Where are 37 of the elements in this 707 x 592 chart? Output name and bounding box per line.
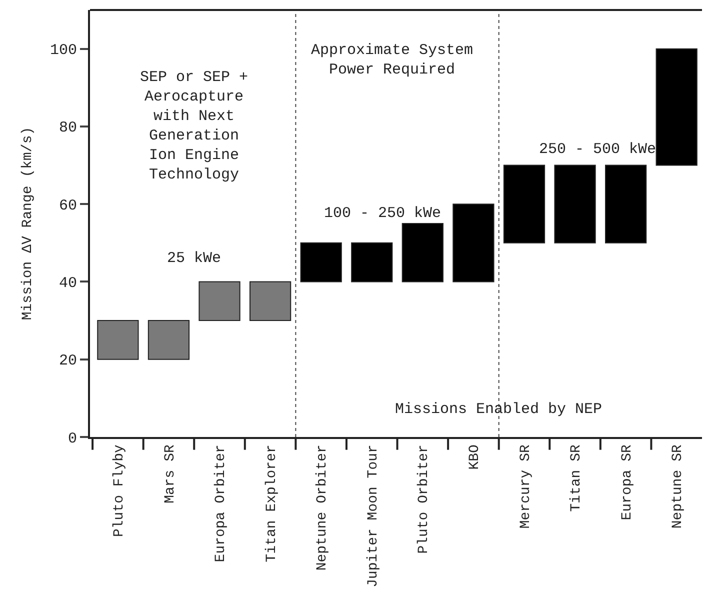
bar bbox=[198, 281, 240, 322]
annotation: Missions Enabled by NEP bbox=[395, 401, 602, 418]
y-tick-label: 0 bbox=[68, 430, 77, 448]
y-tick-label: 80 bbox=[58, 120, 77, 137]
annotation: 100 - 250 kWe bbox=[324, 205, 442, 222]
bar bbox=[503, 164, 546, 244]
bar bbox=[300, 242, 342, 282]
x-tick-label: Titan Explorer bbox=[264, 444, 280, 562]
bar bbox=[656, 48, 698, 166]
bar bbox=[148, 320, 190, 360]
annotation: SEP or SEP + Aerocapture with Next Generation Ion Engine Technology bbox=[140, 69, 248, 184]
y-tick-label: 20 bbox=[58, 352, 77, 370]
bar bbox=[605, 164, 647, 244]
bar bbox=[554, 164, 596, 244]
x-tick-label: Europa Orbiter bbox=[213, 444, 230, 562]
annotation: Approximate System Power Required bbox=[311, 42, 474, 78]
x-tick-label: Pluto Flyby bbox=[111, 444, 128, 538]
bar bbox=[249, 281, 292, 322]
y-tick-label: 100 bbox=[50, 42, 77, 60]
y-tick-label: 60 bbox=[58, 197, 77, 214]
bar bbox=[402, 223, 444, 282]
x-tick-label: Neptune Orbiter bbox=[314, 444, 331, 571]
x-tick-label: Neptune SR bbox=[670, 444, 686, 529]
annotation: 250 - 500 kWe bbox=[539, 141, 656, 158]
bar bbox=[452, 204, 494, 282]
y-axis-title: Mission ΔV Range (km/s) bbox=[20, 126, 36, 320]
x-tick-label: Europa SR bbox=[619, 444, 636, 520]
y-tick-label: 40 bbox=[58, 274, 77, 292]
x-tick-label: Jupiter Moon Tour bbox=[365, 444, 382, 588]
x-tick-label: Mars SR bbox=[162, 444, 178, 504]
x-tick-label: Mercury SR bbox=[518, 444, 534, 529]
annotation: 25 kWe bbox=[167, 250, 222, 267]
bar bbox=[351, 242, 393, 282]
bar bbox=[97, 320, 139, 360]
x-tick-label: Titan SR bbox=[568, 444, 585, 512]
x-tick-label: KBO bbox=[467, 444, 483, 470]
x-tick-label: Pluto Orbiter bbox=[416, 444, 432, 554]
